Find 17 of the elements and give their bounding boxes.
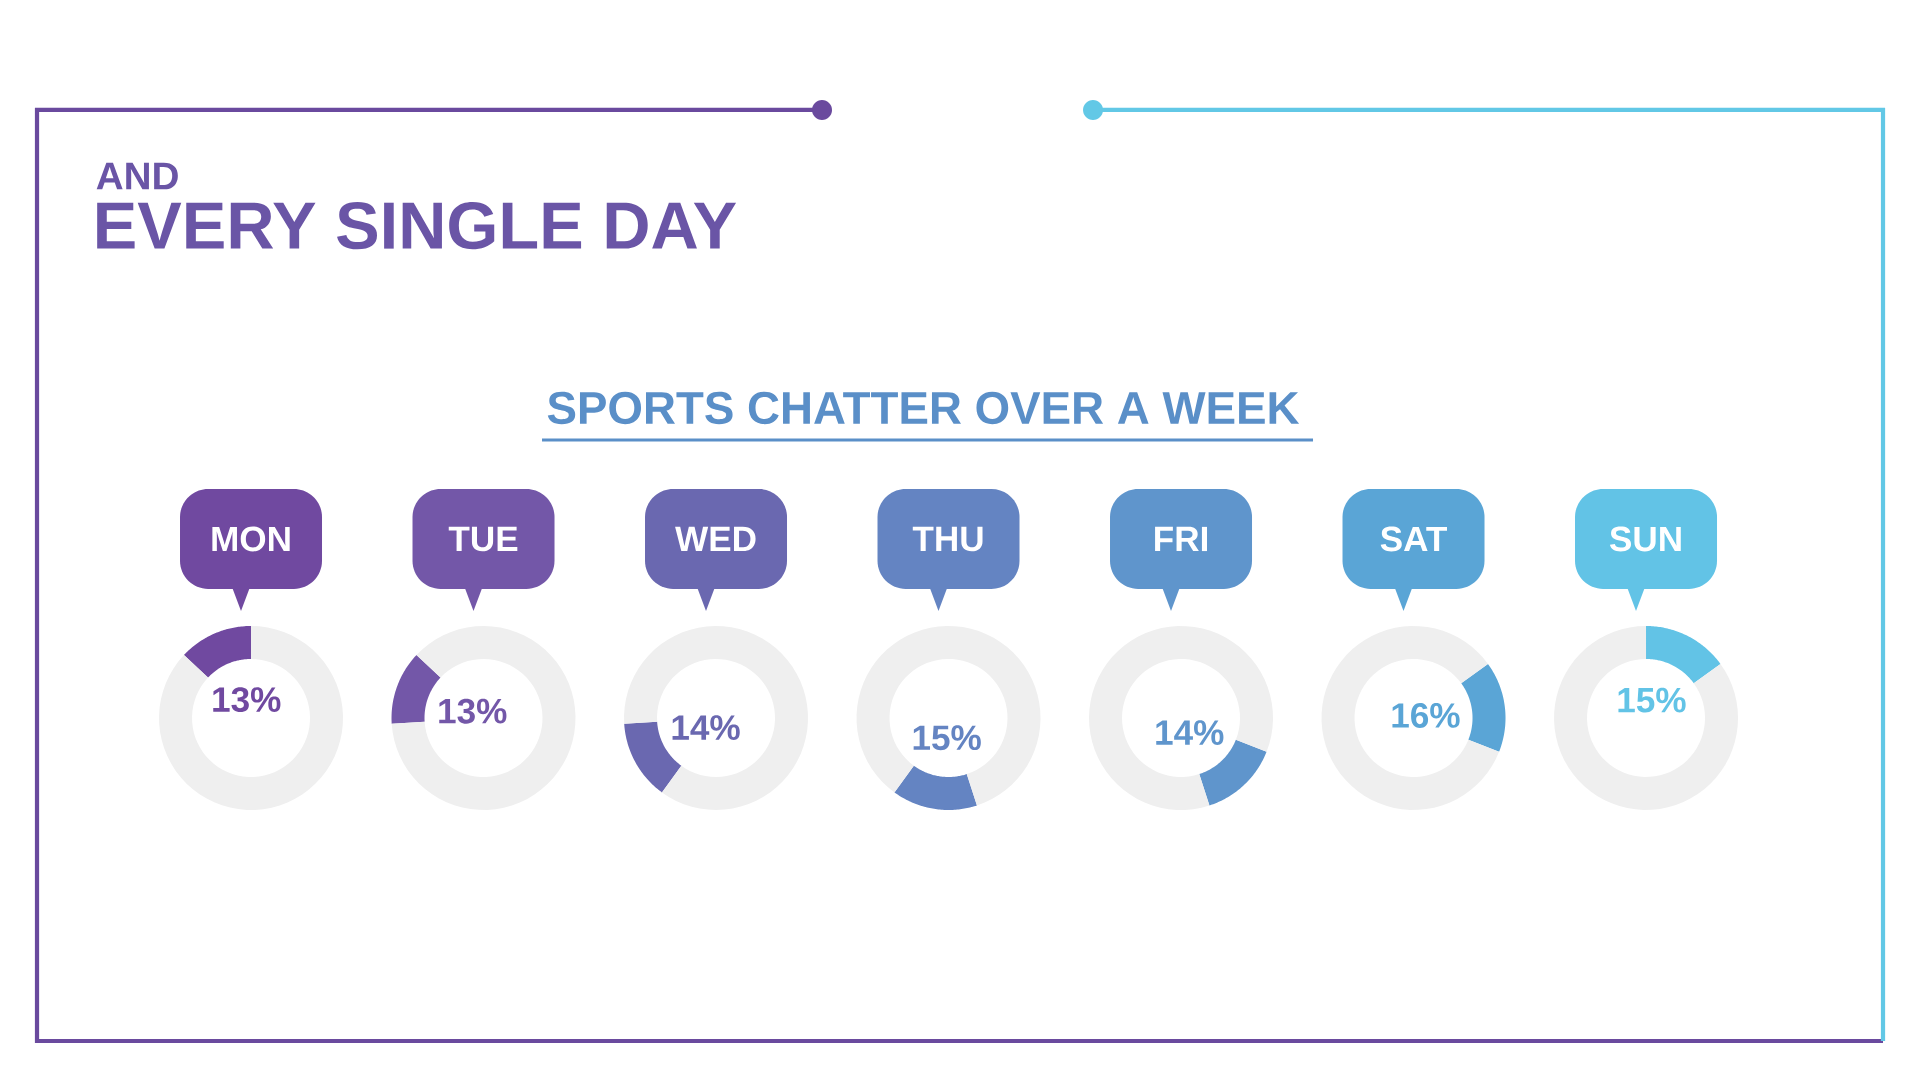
data-label: 14%	[1156, 720, 1224, 745]
chart-title: SUN	[1609, 526, 1681, 552]
chart-title: SAT	[1380, 526, 1447, 552]
data-label: 13%	[213, 687, 281, 713]
chart-title: TUE	[448, 526, 518, 552]
data-label: 15%	[913, 725, 981, 751]
data-label: 16%	[1392, 703, 1460, 728]
data-label: 15%	[1618, 687, 1686, 713]
text: SPORTS CHATTER OVER A WEEK	[547, 391, 1300, 425]
chart-title: MON	[212, 526, 290, 552]
chart-title: WED	[675, 526, 756, 552]
chart-title: THU	[912, 526, 983, 552]
text: EVERY SINGLE DAY	[97, 201, 737, 250]
data-label: 14%	[672, 715, 740, 740]
text: AND	[96, 162, 178, 190]
chart-title: FRI	[1155, 526, 1207, 552]
data-label: 13%	[439, 698, 507, 724]
